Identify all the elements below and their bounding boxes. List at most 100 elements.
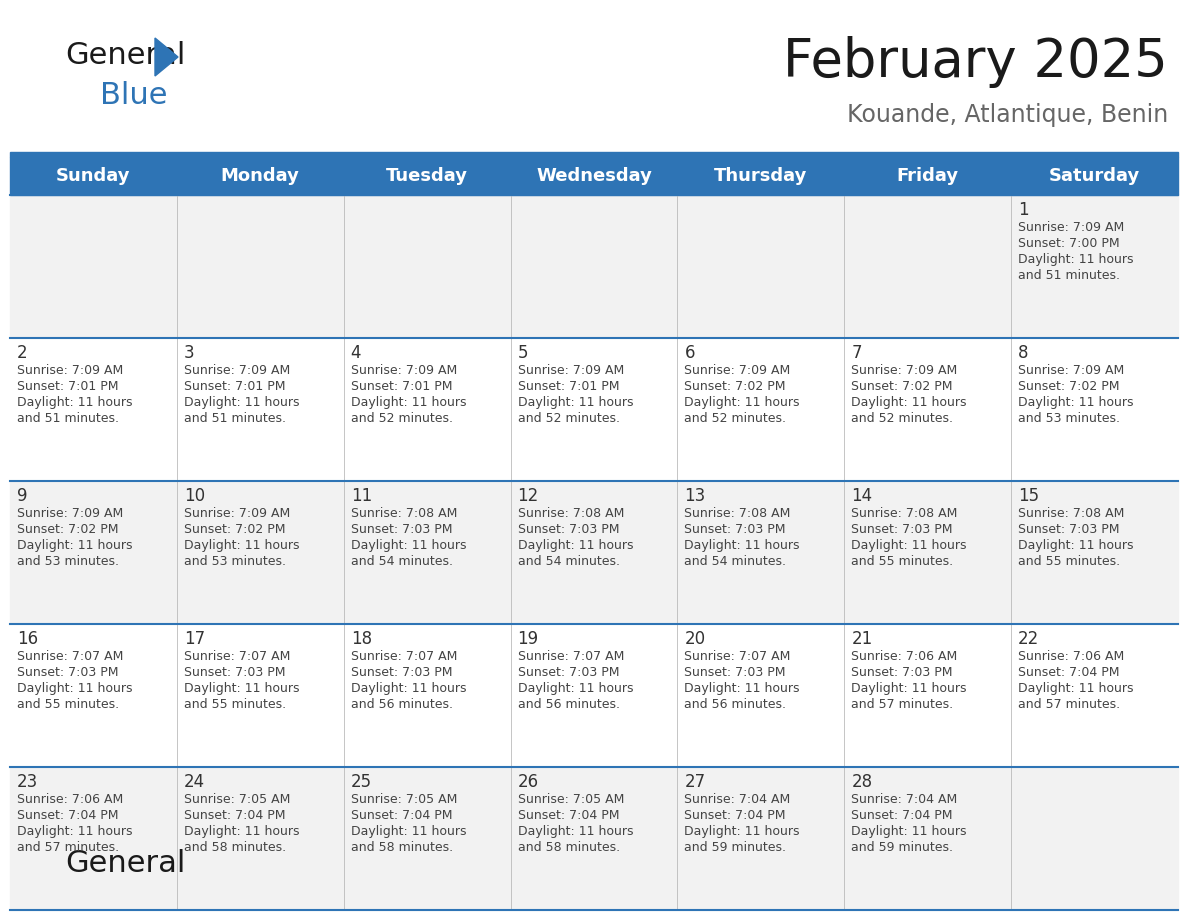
Text: Sunset: 7:03 PM: Sunset: 7:03 PM xyxy=(684,523,786,536)
Text: Sunrise: 7:09 AM: Sunrise: 7:09 AM xyxy=(184,364,290,377)
Text: Sunset: 7:02 PM: Sunset: 7:02 PM xyxy=(184,523,285,536)
Text: Sunrise: 7:09 AM: Sunrise: 7:09 AM xyxy=(852,364,958,377)
Text: Daylight: 11 hours: Daylight: 11 hours xyxy=(852,682,967,695)
Text: and 53 minutes.: and 53 minutes. xyxy=(184,555,286,568)
Text: Sunset: 7:03 PM: Sunset: 7:03 PM xyxy=(350,666,453,679)
Text: Daylight: 11 hours: Daylight: 11 hours xyxy=(350,539,466,552)
Text: Daylight: 11 hours: Daylight: 11 hours xyxy=(684,539,800,552)
Text: Sunset: 7:03 PM: Sunset: 7:03 PM xyxy=(852,523,953,536)
Text: 24: 24 xyxy=(184,773,206,791)
Text: Sunrise: 7:05 AM: Sunrise: 7:05 AM xyxy=(350,793,457,806)
Text: Monday: Monday xyxy=(221,167,299,185)
Text: Daylight: 11 hours: Daylight: 11 hours xyxy=(184,682,299,695)
Text: Sunrise: 7:07 AM: Sunrise: 7:07 AM xyxy=(184,650,290,663)
Text: 1: 1 xyxy=(1018,201,1029,219)
Text: Sunrise: 7:09 AM: Sunrise: 7:09 AM xyxy=(1018,221,1124,234)
Text: Daylight: 11 hours: Daylight: 11 hours xyxy=(684,825,800,838)
Text: 15: 15 xyxy=(1018,487,1040,505)
Text: Sunset: 7:03 PM: Sunset: 7:03 PM xyxy=(184,666,285,679)
Bar xyxy=(10,481,1178,624)
Text: 13: 13 xyxy=(684,487,706,505)
Bar xyxy=(10,157,1178,195)
Text: Sunset: 7:02 PM: Sunset: 7:02 PM xyxy=(684,380,786,393)
Text: Tuesday: Tuesday xyxy=(386,167,468,185)
Text: 19: 19 xyxy=(518,630,538,648)
Text: Sunset: 7:03 PM: Sunset: 7:03 PM xyxy=(518,666,619,679)
Text: 11: 11 xyxy=(350,487,372,505)
Text: and 56 minutes.: and 56 minutes. xyxy=(518,698,620,711)
Text: 12: 12 xyxy=(518,487,539,505)
Text: Daylight: 11 hours: Daylight: 11 hours xyxy=(1018,682,1133,695)
Text: 16: 16 xyxy=(17,630,38,648)
Text: General: General xyxy=(65,40,185,70)
Text: and 56 minutes.: and 56 minutes. xyxy=(350,698,453,711)
Text: Sunset: 7:01 PM: Sunset: 7:01 PM xyxy=(184,380,285,393)
Text: Thursday: Thursday xyxy=(714,167,808,185)
Text: Sunset: 7:03 PM: Sunset: 7:03 PM xyxy=(518,523,619,536)
Text: and 52 minutes.: and 52 minutes. xyxy=(350,412,453,425)
Text: Daylight: 11 hours: Daylight: 11 hours xyxy=(17,682,133,695)
Text: 10: 10 xyxy=(184,487,206,505)
Text: Sunset: 7:01 PM: Sunset: 7:01 PM xyxy=(518,380,619,393)
Polygon shape xyxy=(154,38,178,76)
Text: 17: 17 xyxy=(184,630,206,648)
Text: Daylight: 11 hours: Daylight: 11 hours xyxy=(350,396,466,409)
Text: Sunset: 7:02 PM: Sunset: 7:02 PM xyxy=(852,380,953,393)
Text: Sunrise: 7:09 AM: Sunrise: 7:09 AM xyxy=(17,364,124,377)
Text: February 2025: February 2025 xyxy=(783,36,1168,88)
Text: 26: 26 xyxy=(518,773,538,791)
Text: and 51 minutes.: and 51 minutes. xyxy=(17,412,119,425)
Text: Daylight: 11 hours: Daylight: 11 hours xyxy=(17,396,133,409)
Text: Daylight: 11 hours: Daylight: 11 hours xyxy=(518,825,633,838)
Text: Sunrise: 7:05 AM: Sunrise: 7:05 AM xyxy=(518,793,624,806)
Text: Sunrise: 7:05 AM: Sunrise: 7:05 AM xyxy=(184,793,290,806)
Text: 6: 6 xyxy=(684,344,695,362)
Text: and 55 minutes.: and 55 minutes. xyxy=(1018,555,1120,568)
Text: Sunrise: 7:07 AM: Sunrise: 7:07 AM xyxy=(17,650,124,663)
Text: and 55 minutes.: and 55 minutes. xyxy=(852,555,954,568)
Text: Daylight: 11 hours: Daylight: 11 hours xyxy=(852,539,967,552)
Text: Sunrise: 7:08 AM: Sunrise: 7:08 AM xyxy=(350,507,457,520)
Text: Sunset: 7:01 PM: Sunset: 7:01 PM xyxy=(17,380,119,393)
Text: Friday: Friday xyxy=(897,167,959,185)
Text: Sunset: 7:02 PM: Sunset: 7:02 PM xyxy=(17,523,119,536)
Text: 21: 21 xyxy=(852,630,872,648)
Text: 2: 2 xyxy=(17,344,27,362)
Text: and 56 minutes.: and 56 minutes. xyxy=(684,698,786,711)
Text: Sunrise: 7:08 AM: Sunrise: 7:08 AM xyxy=(518,507,624,520)
Text: and 59 minutes.: and 59 minutes. xyxy=(852,841,953,854)
Text: 27: 27 xyxy=(684,773,706,791)
Text: Sunrise: 7:08 AM: Sunrise: 7:08 AM xyxy=(1018,507,1125,520)
Text: Sunrise: 7:09 AM: Sunrise: 7:09 AM xyxy=(17,507,124,520)
Text: and 59 minutes.: and 59 minutes. xyxy=(684,841,786,854)
Text: and 58 minutes.: and 58 minutes. xyxy=(184,841,286,854)
Text: 8: 8 xyxy=(1018,344,1029,362)
Text: Sunrise: 7:09 AM: Sunrise: 7:09 AM xyxy=(1018,364,1124,377)
Text: and 54 minutes.: and 54 minutes. xyxy=(350,555,453,568)
Text: 23: 23 xyxy=(17,773,38,791)
Text: Daylight: 11 hours: Daylight: 11 hours xyxy=(684,682,800,695)
Text: Sunset: 7:04 PM: Sunset: 7:04 PM xyxy=(350,809,453,822)
Text: Sunrise: 7:07 AM: Sunrise: 7:07 AM xyxy=(518,650,624,663)
Text: Daylight: 11 hours: Daylight: 11 hours xyxy=(518,539,633,552)
Bar xyxy=(10,338,1178,481)
Text: Sunset: 7:01 PM: Sunset: 7:01 PM xyxy=(350,380,453,393)
Text: Daylight: 11 hours: Daylight: 11 hours xyxy=(184,825,299,838)
Text: Daylight: 11 hours: Daylight: 11 hours xyxy=(17,825,133,838)
Text: 9: 9 xyxy=(17,487,27,505)
Text: Kouande, Atlantique, Benin: Kouande, Atlantique, Benin xyxy=(847,103,1168,127)
Text: Wednesday: Wednesday xyxy=(536,167,652,185)
Text: Sunset: 7:04 PM: Sunset: 7:04 PM xyxy=(17,809,119,822)
Text: and 53 minutes.: and 53 minutes. xyxy=(17,555,119,568)
Text: and 58 minutes.: and 58 minutes. xyxy=(350,841,453,854)
Text: Daylight: 11 hours: Daylight: 11 hours xyxy=(852,825,967,838)
Text: and 57 minutes.: and 57 minutes. xyxy=(852,698,954,711)
Bar xyxy=(10,152,1178,157)
Text: and 52 minutes.: and 52 minutes. xyxy=(852,412,953,425)
Text: Daylight: 11 hours: Daylight: 11 hours xyxy=(1018,396,1133,409)
Text: Daylight: 11 hours: Daylight: 11 hours xyxy=(518,682,633,695)
Text: Sunday: Sunday xyxy=(56,167,131,185)
Text: Sunrise: 7:08 AM: Sunrise: 7:08 AM xyxy=(852,507,958,520)
Text: 25: 25 xyxy=(350,773,372,791)
Text: and 53 minutes.: and 53 minutes. xyxy=(1018,412,1120,425)
